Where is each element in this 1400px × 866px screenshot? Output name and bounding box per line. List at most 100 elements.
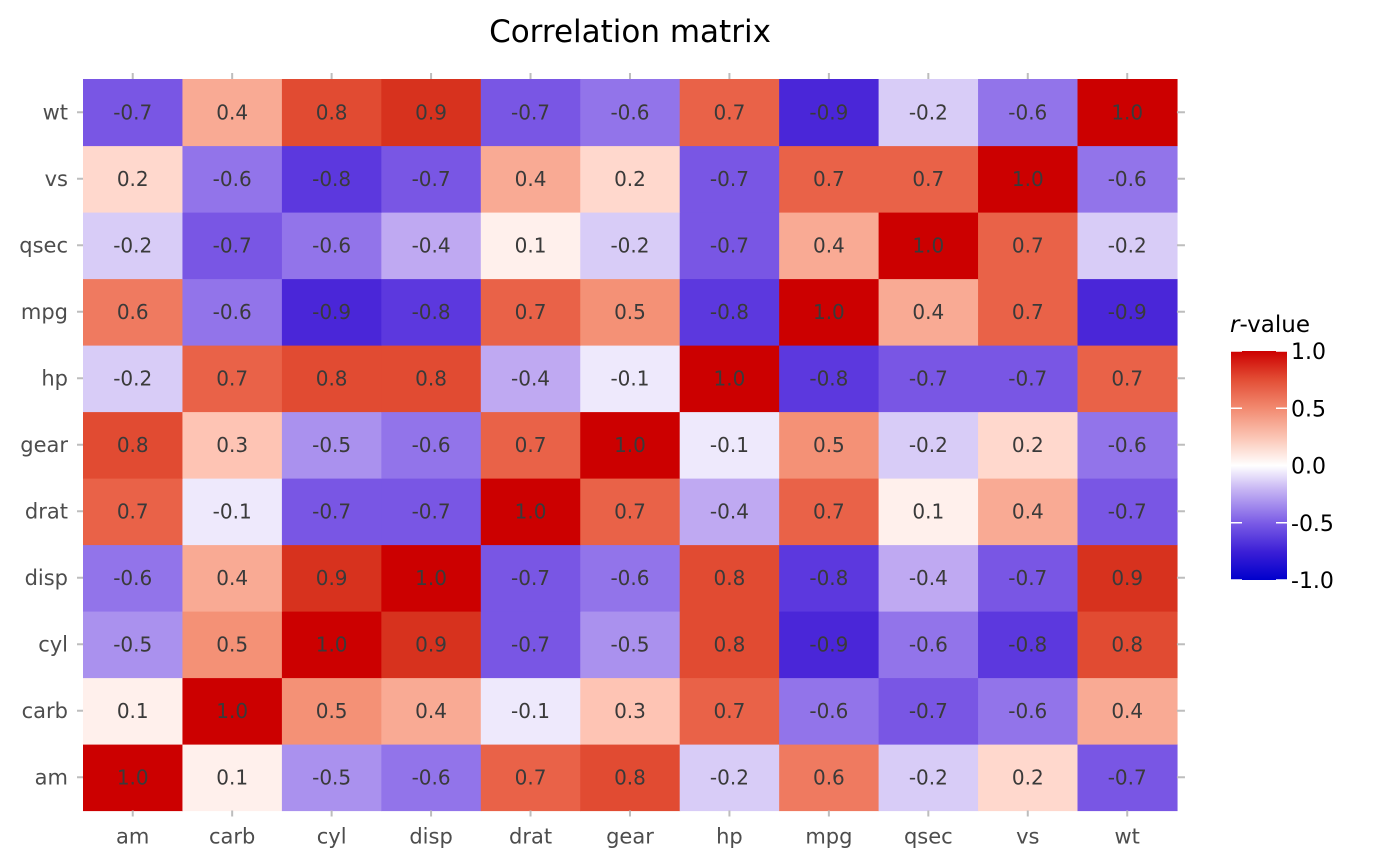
heatmap-cell-carb-gear	[580, 677, 681, 745]
cell-value-label: -0.7	[1108, 499, 1147, 523]
x-tick-label-cyl: cyl	[317, 825, 347, 849]
heatmap-cell-carb-cyl	[281, 677, 382, 745]
cell-value-label: 0.2	[614, 167, 646, 191]
heatmap-cell-vs-hp	[679, 145, 780, 213]
heatmap-cell-gear-mpg	[779, 411, 880, 479]
cell-value-label: -0.8	[312, 167, 351, 191]
heatmap-cell-wt-gear	[580, 79, 681, 147]
heatmap-cell-gear-am	[83, 411, 184, 479]
cell-value-label: -0.2	[710, 765, 749, 789]
cell-value-label: -0.8	[710, 300, 749, 324]
heatmap-cell-am-am	[83, 744, 184, 812]
heatmap-cell-vs-disp	[381, 145, 482, 213]
heatmap-cell-hp-disp	[381, 345, 482, 413]
heatmap-cell-drat-cyl	[281, 478, 382, 546]
heatmap-cell-wt-am	[83, 79, 184, 147]
cell-value-label: 0.5	[216, 632, 248, 656]
heatmap-cell-am-drat	[480, 744, 581, 812]
heatmap-cell-disp-drat	[480, 544, 581, 612]
cell-value-label: 0.8	[316, 366, 348, 390]
cell-value-label: -0.1	[213, 499, 252, 523]
cell-value-label: 0.8	[614, 765, 646, 789]
cell-value-label: 1.0	[216, 699, 248, 723]
heatmap-cell-vs-wt	[1077, 145, 1178, 213]
cell-value-label: -0.5	[312, 433, 351, 457]
heatmap-cell-wt-vs	[978, 79, 1079, 147]
heatmap-cell-hp-mpg	[779, 345, 880, 413]
heatmap-cell-gear-cyl	[281, 411, 382, 479]
cell-value-label: -0.2	[909, 433, 948, 457]
cell-value-label: 0.7	[1012, 300, 1044, 324]
heatmap-cell-cyl-qsec	[878, 611, 979, 679]
cell-value-label: -0.9	[312, 300, 351, 324]
cell-value-label: -0.7	[412, 167, 451, 191]
heatmap-cell-disp-qsec	[878, 544, 979, 612]
x-tick-label-hp: hp	[716, 825, 743, 849]
cell-value-label: 1.0	[515, 499, 547, 523]
heatmap-cell-carb-am	[83, 677, 184, 745]
cell-value-label: -0.6	[1008, 699, 1047, 723]
cell-value-label: 0.7	[912, 167, 944, 191]
x-tick-label-am: am	[116, 825, 149, 849]
cell-value-label: -0.2	[909, 765, 948, 789]
cell-value-label: -0.6	[909, 632, 948, 656]
heatmap-cell-mpg-gear	[580, 278, 681, 346]
heatmap-cells: 1.0 0.1 -0.5 -0.6 0.7 0.8 -0.2 0.6 -0.2 0.2 -0.7 0.…	[83, 79, 1178, 812]
heatmap-cell-qsec-gear	[580, 212, 681, 280]
heatmap-cell-cyl-wt	[1077, 611, 1178, 679]
cell-value-label: 0.7	[515, 765, 547, 789]
cell-value-label: 0.7	[614, 499, 646, 523]
cell-value-label: 0.7	[515, 300, 547, 324]
cell-value-label: 0.2	[117, 167, 149, 191]
cell-value-label: 0.6	[117, 300, 149, 324]
cell-value-label: -0.4	[511, 366, 550, 390]
cell-value-label: -0.7	[1008, 366, 1047, 390]
cell-value-label: -0.7	[213, 233, 252, 257]
heatmap-cell-gear-qsec	[878, 411, 979, 479]
cell-value-label: 0.4	[1111, 699, 1143, 723]
heatmap-cell-wt-cyl	[281, 79, 382, 147]
cell-value-label: 0.4	[813, 233, 845, 257]
cell-value-label: 0.1	[216, 765, 248, 789]
heatmap-cell-wt-qsec	[878, 79, 979, 147]
cell-value-label: -0.2	[610, 233, 649, 257]
heatmap-cell-carb-carb	[182, 677, 283, 745]
cell-value-label: 1.0	[316, 632, 348, 656]
heatmap-cell-am-qsec	[878, 744, 979, 812]
heatmap-cell-vs-mpg	[779, 145, 880, 213]
heatmap-axes: am carb cyl disp drat gear hp mpg qsec vs wt am carb…	[19, 73, 1185, 849]
heatmap-cell-mpg-drat	[480, 278, 581, 346]
heatmap-cell-vs-gear	[580, 145, 681, 213]
heatmap-cell-disp-carb	[182, 544, 283, 612]
heatmap-cell-mpg-cyl	[281, 278, 382, 346]
heatmap-cell-disp-disp	[381, 544, 482, 612]
heatmap-cell-hp-vs	[978, 345, 1079, 413]
cell-value-label: 0.2	[1012, 765, 1044, 789]
heatmap-cell-gear-vs	[978, 411, 1079, 479]
x-tick-label-carb: carb	[209, 825, 255, 849]
heatmap-cell-vs-am	[83, 145, 184, 213]
cell-value-label: 0.4	[1012, 499, 1044, 523]
heatmap-cell-gear-gear	[580, 411, 681, 479]
heatmap-cell-mpg-hp	[679, 278, 780, 346]
heatmap-cell-vs-vs	[978, 145, 1079, 213]
cell-value-label: -0.4	[710, 499, 749, 523]
cell-value-label: -0.5	[312, 765, 351, 789]
heatmap-cell-am-carb	[182, 744, 283, 812]
heatmap-cell-hp-drat	[480, 345, 581, 413]
cell-value-label: 0.7	[813, 167, 845, 191]
cell-value-label: -0.7	[412, 499, 451, 523]
cell-value-label: 0.5	[813, 433, 845, 457]
heatmap-cell-wt-mpg	[779, 79, 880, 147]
cell-value-label: 0.2	[1012, 433, 1044, 457]
cell-value-label: -0.6	[1108, 433, 1147, 457]
cell-value-label: -0.6	[213, 300, 252, 324]
cell-value-label: -0.7	[511, 632, 550, 656]
cell-value-label: -0.8	[809, 566, 848, 590]
heatmap-cell-qsec-wt	[1077, 212, 1178, 280]
heatmap-cell-vs-drat	[480, 145, 581, 213]
x-tick-label-disp: disp	[409, 825, 452, 849]
heatmap-cell-am-gear	[580, 744, 681, 812]
cell-value-label: 0.8	[117, 433, 149, 457]
heatmap-cell-qsec-qsec	[878, 212, 979, 280]
